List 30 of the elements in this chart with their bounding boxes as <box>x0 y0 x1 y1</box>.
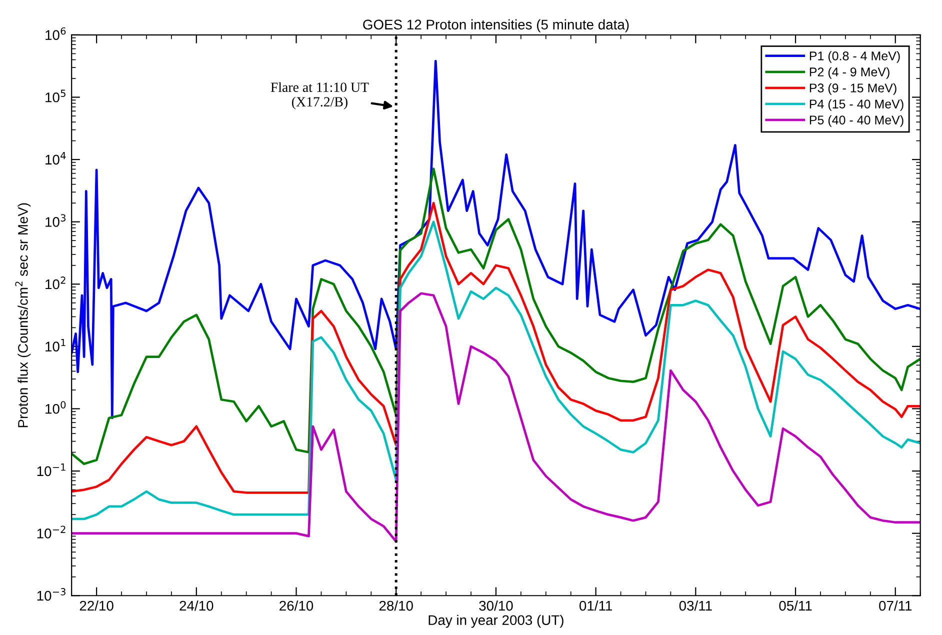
legend-label: P5 (40 - 40 MeV) <box>810 115 904 127</box>
x-tick-label: 05/11 <box>779 600 812 611</box>
annotation: Flare at 11:10 UT (X17.2/B) <box>270 82 369 110</box>
y-tick-label: 10$^{−1}$ <box>37 464 66 476</box>
legend-label: P1 (0.8 - 4 MeV) <box>810 51 900 63</box>
y-axis-title: Proton flux (Counts/cm$^{2}$ sec sr MeV) <box>15 203 31 428</box>
y-tick-label: 10$^{4}$ <box>46 152 66 165</box>
legend-label: P4 (15 - 40 MeV) <box>810 99 904 111</box>
x-tick-label: 03/11 <box>679 600 712 611</box>
x-tick-label: 07/11 <box>879 600 912 611</box>
y-tick-label: 10$^{6}$ <box>46 27 66 40</box>
legend-label: P2 (4 - 9 MeV) <box>810 67 890 79</box>
x-tick-label: 24/10 <box>180 600 214 611</box>
x-tick-label: 01/11 <box>579 600 612 611</box>
line-series <box>72 292 920 543</box>
line-series <box>72 168 920 466</box>
chart-title: GOES 12 Proton intensities (5 minute data) <box>363 19 629 32</box>
x-tick-label: 28/10 <box>379 600 413 611</box>
legend-label: P3 (9 - 15 MeV) <box>810 83 896 95</box>
y-tick-label: 10$^{3}$ <box>46 214 66 227</box>
x-tick-label: 22/10 <box>80 600 114 611</box>
x-axis-title: Day in year 2003 (UT) <box>428 614 564 628</box>
y-tick-label: 10$^{−2}$ <box>37 526 66 538</box>
x-tick-label: 26/10 <box>280 600 314 611</box>
y-tick-label: 10$^{−3}$ <box>37 588 66 601</box>
y-tick-label: 10$^{0}$ <box>46 401 66 414</box>
y-tick-label: 10$^{1}$ <box>46 338 66 352</box>
y-tick-label: 10$^{5}$ <box>46 90 66 102</box>
x-tick-label: 30/10 <box>479 600 513 611</box>
y-tick-label: 10$^{2}$ <box>46 276 66 290</box>
